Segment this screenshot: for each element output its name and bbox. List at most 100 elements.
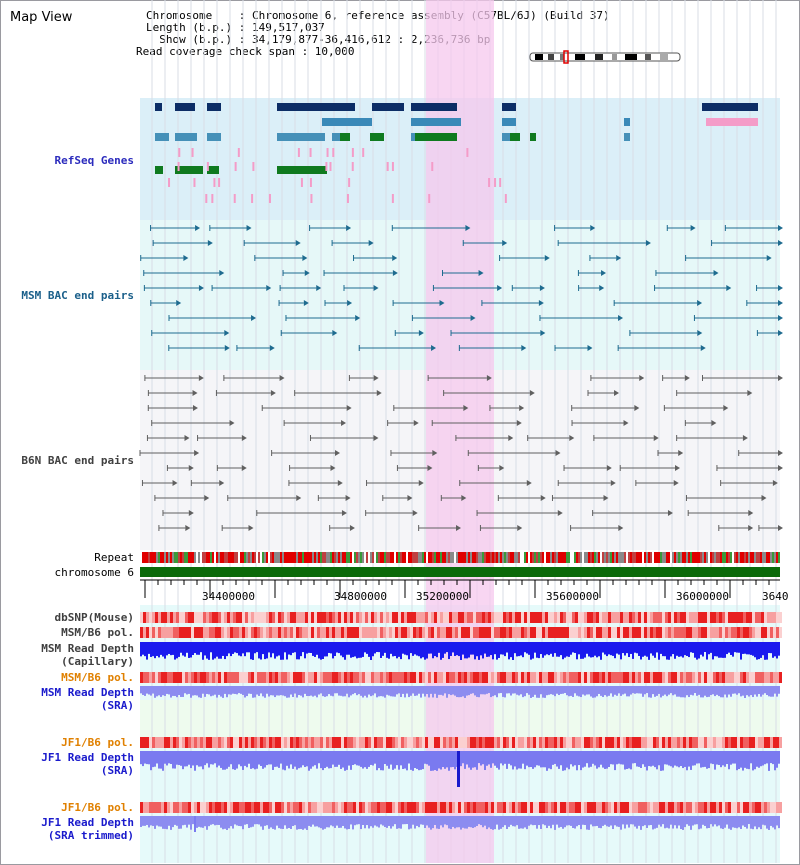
depth-bar [738, 751, 740, 770]
heat-cell [377, 672, 380, 683]
depth-bar [286, 751, 288, 766]
heat-cell [623, 627, 626, 638]
gene-tick [428, 194, 431, 203]
heat-cell [152, 627, 155, 638]
depth-bar [492, 751, 494, 764]
depth-bar [572, 686, 574, 697]
repeat-bar [684, 552, 686, 563]
heat-cell [428, 802, 431, 813]
depth-bar [282, 816, 284, 829]
info-length: Length (b.p.) : 149,517,037 [146, 21, 325, 34]
depth-bar [254, 642, 256, 654]
heat-cell [326, 802, 329, 813]
repeat-bar [292, 552, 294, 563]
depth-bar [590, 686, 592, 697]
repeat-bar [384, 552, 386, 563]
depth-bar [268, 816, 270, 829]
bac-end-arrow [176, 300, 182, 306]
heat-cell [452, 737, 455, 748]
bac-end-arrow [603, 495, 609, 501]
refseq-genes-label[interactable]: RefSeq Genes [54, 154, 134, 167]
depth-bar [706, 816, 708, 829]
heat-cell [257, 672, 260, 683]
heat-cell [626, 672, 629, 683]
msm-bac-label[interactable]: MSM BAC end pairs [21, 289, 134, 302]
heat-cell [488, 802, 491, 813]
depth-bar [664, 686, 666, 695]
heat-cell [485, 627, 488, 638]
depth-bar [332, 816, 334, 827]
depth-bar [240, 751, 242, 767]
heat-cell [626, 612, 629, 623]
depth-bar [150, 642, 152, 657]
heat-cell [656, 627, 659, 638]
depth-bar [584, 642, 586, 658]
depth-bar [254, 816, 256, 825]
depth-bar [694, 751, 696, 766]
gene-tick [252, 162, 255, 171]
depth-bar [196, 642, 198, 655]
depth-bar [752, 816, 754, 830]
depth-bar [586, 642, 588, 654]
depth-bar [242, 751, 244, 770]
depth-bar [718, 751, 720, 765]
repeat-bar [706, 552, 708, 563]
depth-bar [644, 816, 646, 826]
depth-bar [456, 642, 458, 656]
heat-cell [764, 737, 767, 748]
depth-bar [298, 686, 300, 696]
depth-bar [438, 816, 440, 829]
depth-bar [400, 751, 402, 766]
bac-end-arrow [224, 330, 230, 336]
heat-cell [674, 612, 677, 623]
heat-cell [725, 737, 728, 748]
heat-cell [179, 612, 182, 623]
depth-bar [758, 642, 760, 660]
heat-cell [776, 627, 779, 638]
bac-end-arrow [373, 375, 379, 381]
depth-bar [722, 642, 724, 658]
depth-bar [222, 751, 224, 770]
depth-bar [410, 751, 412, 770]
depth-bar [510, 686, 512, 696]
gene-tick [362, 148, 365, 157]
depth-bar [696, 686, 698, 696]
depth-bar [230, 751, 232, 765]
heat-cell [446, 737, 449, 748]
depth-bar [392, 642, 394, 657]
chromosome-bar [140, 567, 780, 577]
depth-bar [594, 751, 596, 766]
heat-cell [185, 737, 188, 748]
depth-bar [592, 751, 594, 764]
depth-bar [404, 686, 406, 698]
heat-cell [233, 672, 236, 683]
gene-feature [372, 103, 404, 111]
depth-bar [616, 816, 618, 827]
depth-bar [388, 642, 390, 659]
b6n-bac-label[interactable]: B6N BAC end pairs [21, 454, 134, 467]
heat-cell [377, 612, 380, 623]
repeat-bar [404, 552, 406, 563]
depth-bar [362, 686, 364, 698]
depth-bar [758, 686, 760, 695]
repeat-bar [386, 552, 388, 563]
depth-bar [642, 642, 644, 657]
heat-cell [773, 802, 776, 813]
depth-bar [396, 751, 398, 766]
bac-end-arrow [540, 495, 546, 501]
depth-bar [182, 751, 184, 770]
heat-cell [602, 802, 605, 813]
repeat-bar [258, 552, 260, 563]
heat-cell [542, 627, 545, 638]
heat-cell [710, 737, 713, 748]
depth-bar [710, 751, 712, 764]
heat-cell [734, 802, 737, 813]
repeat-bar [552, 552, 554, 563]
repeat-bar [394, 552, 396, 563]
bac-end-arrow [778, 315, 783, 321]
depth-bar [770, 816, 772, 826]
depth-bar [290, 642, 292, 656]
depth-bar [484, 686, 486, 695]
depth-bar [344, 642, 346, 660]
